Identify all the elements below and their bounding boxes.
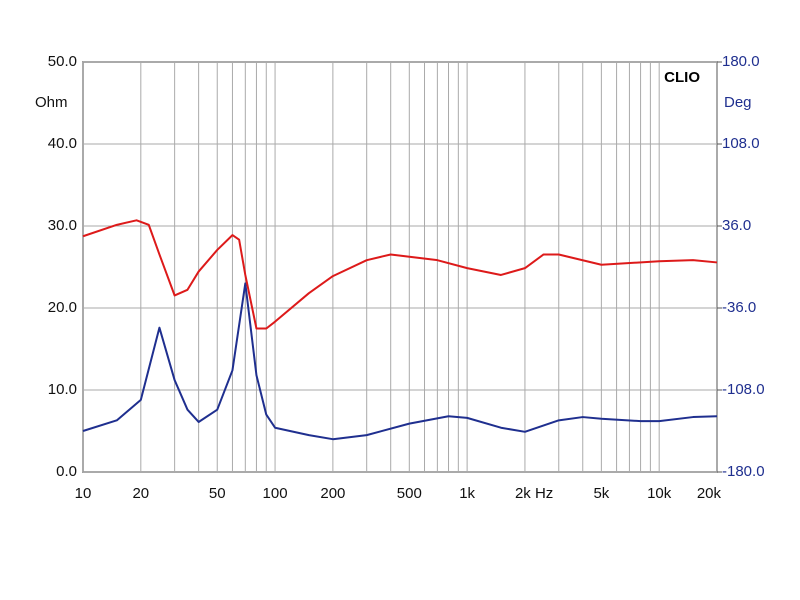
- data-line: [82, 282, 718, 441]
- data-line: [82, 219, 718, 330]
- y2-tick-label: 36.0: [722, 217, 751, 234]
- y-tick-label: 0.0: [56, 463, 77, 480]
- x-tick-label: 50: [209, 485, 226, 502]
- x-tick-label: 200: [320, 485, 345, 502]
- y2-tick-label: -180.0: [722, 463, 765, 480]
- y-tick-label: 40.0: [48, 135, 77, 152]
- y-tick-label: 20.0: [48, 299, 77, 316]
- x-tick-label: 500: [397, 485, 422, 502]
- y2-tick-label: 108.0: [722, 135, 760, 152]
- x-tick-label: 10k: [647, 485, 672, 502]
- y-axis-label: Ohm: [35, 94, 68, 111]
- x-tick-label: 100: [263, 485, 288, 502]
- x-tick-label: 10: [75, 485, 92, 502]
- y2-tick-label: 180.0: [722, 53, 760, 70]
- x-tick-label: 5k: [593, 485, 609, 502]
- annotation: CLIO: [664, 69, 700, 86]
- x-tick-label: 1k: [459, 485, 475, 502]
- y2-tick-label: -108.0: [722, 381, 765, 398]
- x-tick-label: 2k Hz: [515, 485, 553, 502]
- x-tick-label: 20k: [697, 485, 722, 502]
- y-tick-label: 50.0: [48, 53, 77, 70]
- y2-tick-label: -36.0: [722, 299, 756, 316]
- y-tick-label: 30.0: [48, 217, 77, 234]
- y-tick-label: 10.0: [48, 381, 77, 398]
- y2-axis-label: Deg: [724, 94, 752, 111]
- x-tick-label: 20: [132, 485, 149, 502]
- plot-frame: [82, 61, 718, 473]
